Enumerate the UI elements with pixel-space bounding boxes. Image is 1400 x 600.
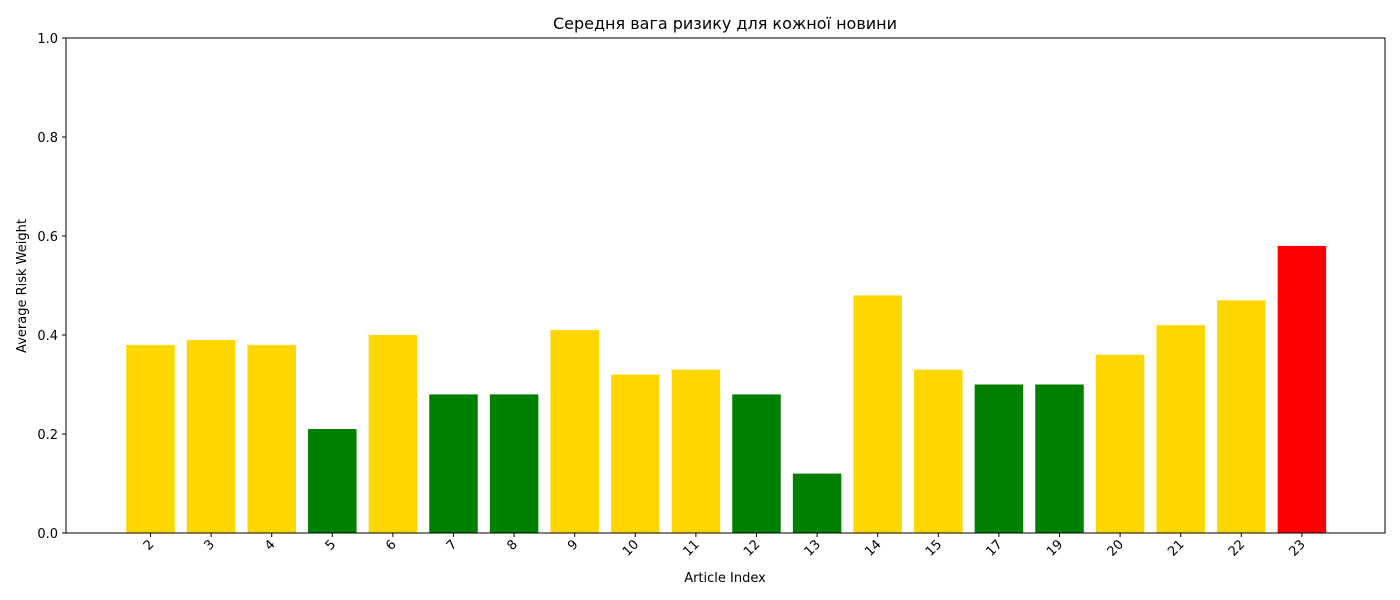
- y-axis: 0.0 0.2 0.4 0.6 0.8 1.0: [37, 32, 66, 542]
- y-tick-label: 0.4: [37, 329, 58, 344]
- bar-article-9: [550, 330, 599, 533]
- bar-article-2: [126, 344, 175, 533]
- bar-article-20: [1095, 354, 1145, 533]
- bar-article-15: [914, 369, 963, 533]
- bar-article-4: [247, 344, 296, 533]
- chart-title: Середня вага ризику для кожної новини: [553, 14, 897, 33]
- bar-article-11: [671, 369, 721, 533]
- bar-article-6: [368, 335, 418, 533]
- bar-article-13: [792, 473, 842, 533]
- y-tick-label: 1.0: [37, 32, 58, 47]
- bar-article-12: [732, 394, 781, 533]
- y-axis-title: Average Risk Weight: [15, 219, 30, 353]
- y-tick-label: 0.6: [37, 230, 58, 245]
- bar-article-23: [1277, 245, 1327, 533]
- bar-article-19: [1035, 384, 1084, 533]
- bar-article-5: [308, 429, 357, 533]
- bar-article-21: [1156, 325, 1205, 533]
- bar-article-17: [974, 384, 1024, 533]
- bar-article-3: [186, 339, 236, 533]
- y-tick-label: 0.0: [37, 527, 58, 542]
- bar-article-8: [489, 394, 539, 533]
- plot-frame: [65, 37, 1386, 534]
- bars-group: [126, 245, 1327, 533]
- y-tick-label: 0.8: [37, 131, 58, 146]
- bar-article-22: [1217, 300, 1266, 533]
- bar-article-10: [611, 374, 660, 533]
- bar-article-7: [429, 394, 478, 533]
- x-axis-title: Article Index: [684, 571, 766, 586]
- bar-article-14: [853, 295, 902, 533]
- y-tick-label: 0.2: [37, 428, 58, 443]
